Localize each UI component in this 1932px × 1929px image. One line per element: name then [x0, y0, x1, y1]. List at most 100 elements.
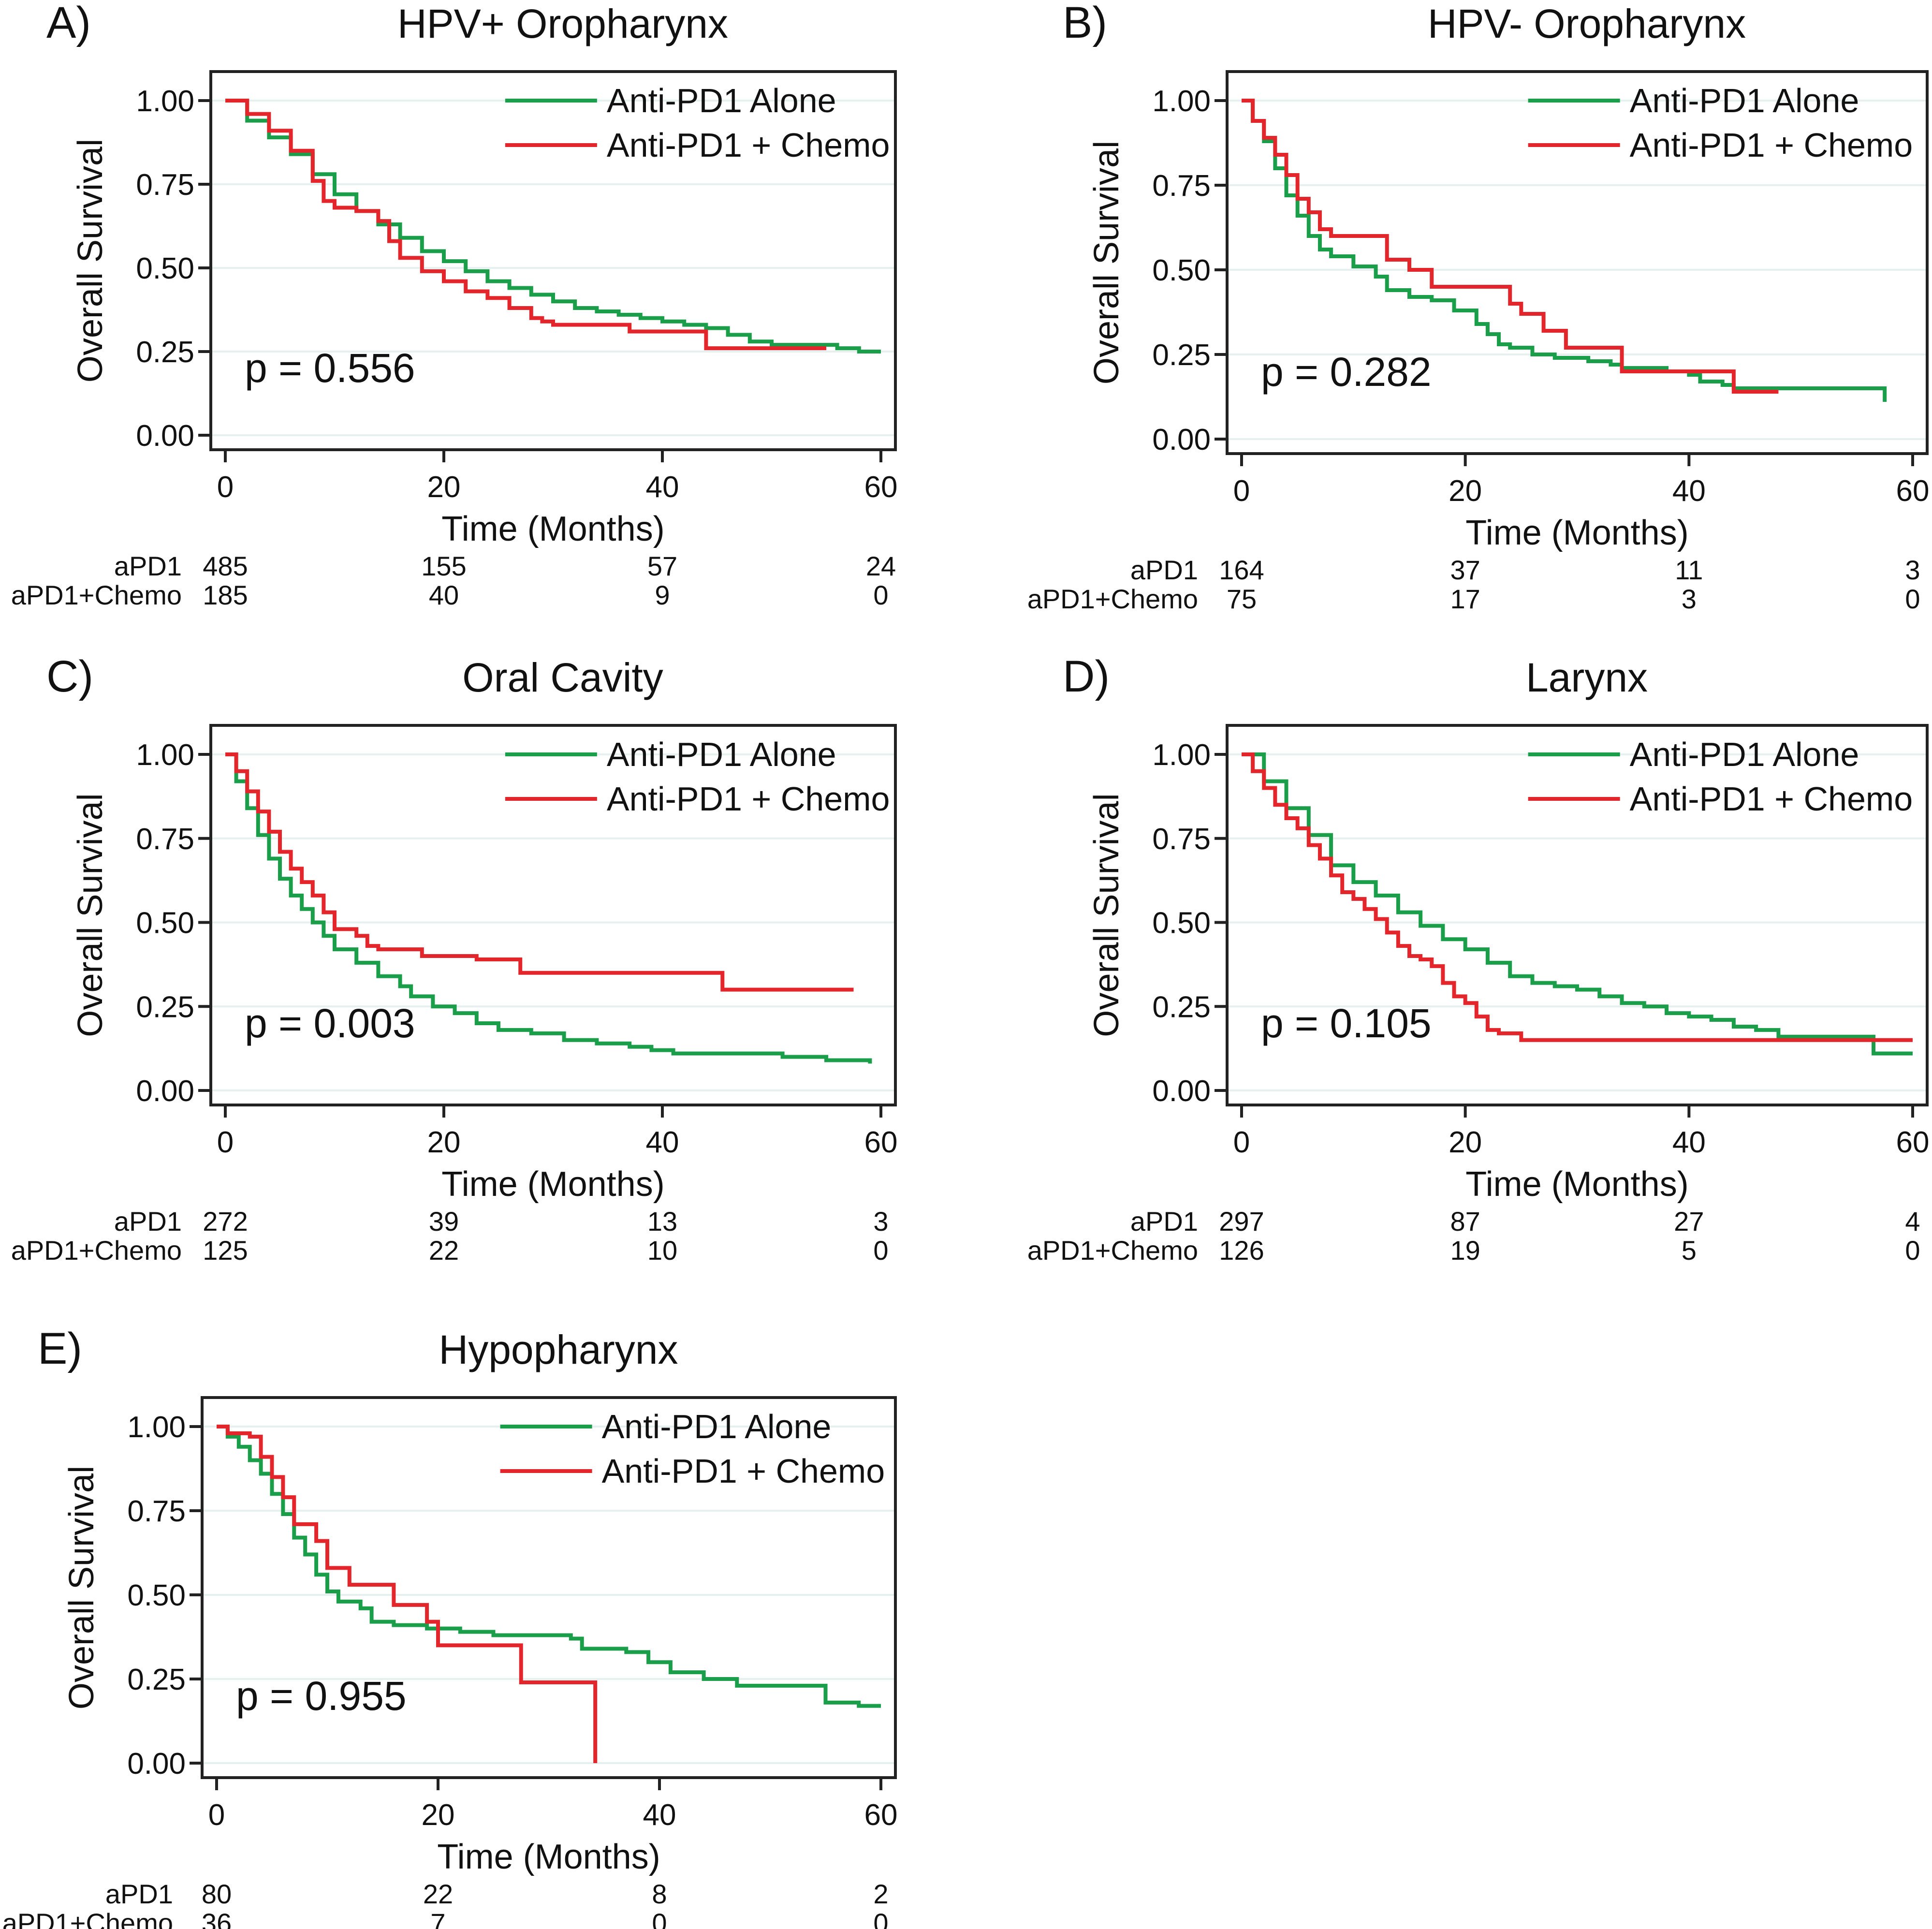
y-tick-label: 0.00: [136, 419, 194, 453]
plot-frame: [1226, 724, 1929, 1106]
y-axis-label: Overall Survival: [71, 139, 110, 383]
plot-frame: [209, 70, 897, 451]
risk-count: 185: [203, 580, 248, 610]
legend-label: Anti-PD1 + Chemo: [607, 126, 890, 164]
x-tick-label: 60: [864, 471, 898, 504]
y-axis-label: Overall Survival: [62, 1466, 101, 1709]
risk-count: 3: [873, 1206, 888, 1237]
risk-count: 155: [421, 551, 466, 581]
y-tick-label: 0.00: [136, 1075, 194, 1108]
legend-label: Anti-PD1 Alone: [607, 736, 836, 773]
x-tick-label: 0: [208, 1798, 225, 1832]
risk-count: 4: [1905, 1206, 1920, 1237]
risk-count: 27: [1674, 1206, 1704, 1237]
y-tick-label: 0.25: [1152, 990, 1211, 1024]
series-line-alone: [1242, 99, 1887, 402]
panel-4: 0.000.250.500.751.000 20 40 60D) LarynxTime …: [1027, 652, 1930, 1266]
series-line-alone: [225, 99, 881, 353]
risk-count: 0: [873, 1235, 888, 1266]
y-tick-label: 0.50: [1152, 254, 1211, 287]
risk-count: 0: [652, 1908, 667, 1929]
risk-count: 80: [202, 1879, 232, 1909]
x-tick-label: 60: [864, 1126, 898, 1159]
panel-label: C): [46, 652, 93, 701]
panel-2: 0.00 0.25 0.50 0.75 1.00 0 20 40 60 B) HPV- Oropha…: [1027, 0, 1930, 614]
risk-row-label: aPD1+Chemo: [2, 1908, 173, 1929]
panel-label: B): [1063, 0, 1107, 47]
y-tick-label: 1.00: [127, 1411, 186, 1444]
x-tick-label: 40: [646, 1126, 679, 1159]
risk-count: 9: [655, 580, 670, 610]
risk-count: 22: [423, 1879, 453, 1909]
risk-count: 10: [647, 1235, 677, 1266]
y-axis-label: Overall Survival: [1087, 141, 1126, 384]
x-tick-label: 40: [643, 1798, 676, 1832]
risk-count: 297: [1219, 1206, 1264, 1237]
y-tick-label: 0.00: [1152, 423, 1211, 456]
plot-frame: [209, 724, 897, 1106]
y-tick-label: 0.75: [1152, 169, 1211, 203]
y-tick-label: 0.25: [127, 1663, 186, 1696]
p-value: p = 0.003: [245, 1001, 415, 1046]
x-tick-label: 20: [427, 1126, 461, 1159]
x-tick-label: 60: [1896, 474, 1930, 508]
x-tick-label: 20: [1449, 474, 1482, 508]
series-line-alone: [225, 752, 872, 1064]
risk-count: 0: [873, 1908, 888, 1929]
legend-label: Anti-PD1 Alone: [607, 82, 836, 119]
panel-1: 0.00 0.25 0.50 0.75 1.00 0 20 40 60 A) HPV+ Oropha…: [11, 0, 898, 610]
x-tick-label: 40: [1672, 474, 1706, 508]
legend-label: Anti-PD1 + Chemo: [602, 1452, 885, 1490]
p-value: p = 0.282: [1261, 349, 1432, 395]
panel-label: A): [46, 0, 91, 47]
series-line-alone: [1242, 752, 1913, 1056]
risk-count: 24: [866, 551, 896, 581]
risk-count: 19: [1450, 1235, 1480, 1266]
y-tick-label: 0.25: [1152, 339, 1211, 372]
risk-row-label: aPD1+Chemo: [11, 580, 182, 610]
risk-count: 2: [873, 1879, 888, 1909]
x-tick-label: 60: [864, 1798, 898, 1832]
series-line-chemo: [217, 1425, 598, 1763]
p-value: p = 0.955: [236, 1673, 407, 1719]
risk-row-label: aPD1: [114, 1206, 182, 1237]
y-tick-label: 1.00: [1152, 738, 1211, 772]
risk-count: 87: [1450, 1206, 1480, 1237]
risk-count: 13: [647, 1206, 677, 1237]
x-tick-label: 0: [1233, 1126, 1250, 1159]
risk-count: 8: [652, 1879, 667, 1909]
x-axis-label: Time (Months): [1465, 1165, 1688, 1204]
p-value: p = 0.556: [245, 345, 415, 391]
y-tick-label: 0.25: [136, 990, 194, 1024]
plot-frame: [201, 1396, 897, 1779]
y-tick-label: 0.75: [136, 823, 194, 856]
risk-count: 0: [1905, 1235, 1920, 1266]
y-tick-label: 1.00: [1152, 85, 1211, 118]
risk-row-label: aPD1+Chemo: [1027, 1235, 1198, 1266]
y-tick-label: 0.50: [1152, 907, 1211, 940]
x-axis-label: Time (Months): [441, 510, 664, 548]
risk-count: 36: [202, 1908, 232, 1929]
risk-count: 0: [1905, 584, 1920, 614]
legend-label: Anti-PD1 Alone: [1630, 736, 1859, 773]
risk-row-label: aPD1+Chemo: [11, 1235, 182, 1266]
y-tick-label: 0.00: [1152, 1075, 1211, 1108]
y-tick-label: 0.75: [127, 1495, 186, 1528]
panel-3: 0.00 0.25 0.50 0.75 1.00 0 20 40 60 C) Oral Cavity…: [11, 652, 898, 1266]
x-tick-label: 20: [422, 1798, 455, 1832]
x-axis-label: Time (Months): [437, 1838, 660, 1876]
risk-count: 5: [1682, 1235, 1697, 1266]
risk-count: 57: [647, 551, 677, 581]
y-tick-label: 0.50: [127, 1579, 186, 1612]
series-line-chemo: [1242, 99, 1779, 394]
y-tick-label: 0.50: [136, 907, 194, 940]
y-tick-label: 0.50: [136, 252, 194, 285]
risk-count: 11: [1675, 555, 1703, 585]
risk-count: 272: [203, 1206, 248, 1237]
risk-row-label: aPD1: [105, 1879, 173, 1909]
chart-title: HPV+ Oropharynx: [397, 1, 728, 46]
x-tick-label: 20: [1449, 1126, 1482, 1159]
risk-count: 22: [429, 1235, 459, 1266]
chart-title: Oral Cavity: [462, 655, 663, 700]
